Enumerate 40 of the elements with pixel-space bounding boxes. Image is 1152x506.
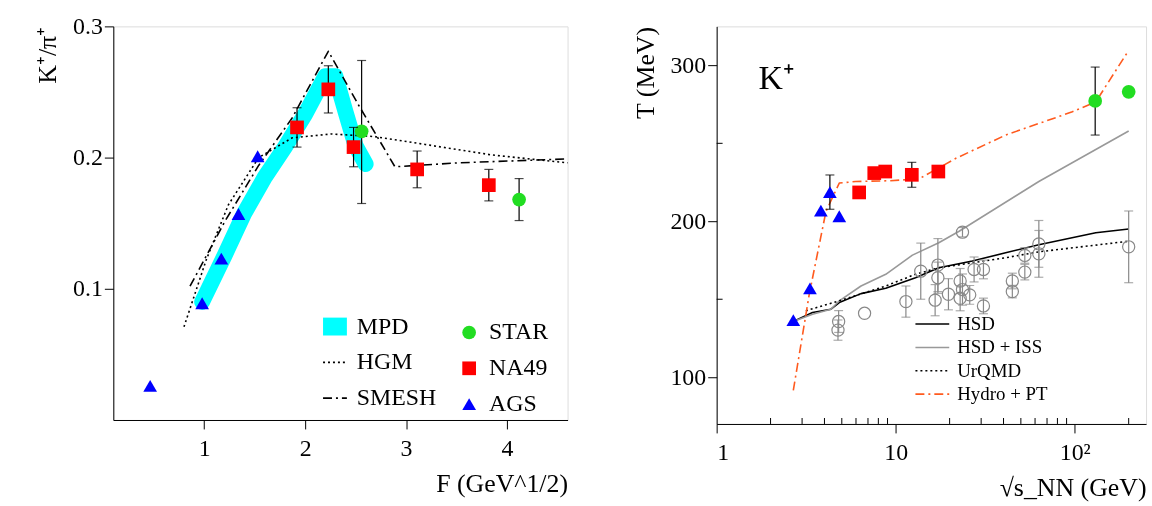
- y-tick-label: 0.2: [73, 144, 103, 171]
- y-axis-title: T (MeV): [630, 26, 660, 119]
- y-tick-label: 0.1: [73, 275, 103, 302]
- y-tick-label: 200: [670, 207, 707, 234]
- legend-label: HSD + ISS: [957, 336, 1043, 358]
- point: [250, 150, 265, 163]
- point: [231, 208, 246, 220]
- legend-label: AGS: [489, 390, 537, 417]
- point: [481, 178, 496, 192]
- legend-label: UrQMD: [957, 359, 1022, 381]
- legend-label: NA49: [489, 354, 548, 381]
- x-tick-label: 1: [717, 439, 730, 466]
- y-axis-title: K⁺/π⁺: [33, 26, 63, 84]
- legend-label: Hydro + PT: [957, 383, 1048, 405]
- x-tick-label: 10: [884, 439, 909, 466]
- y-tick-label: 0.3: [73, 12, 103, 39]
- x-tick-label: 1: [198, 435, 211, 462]
- x-axis-title: F (GeV^1/2): [436, 469, 569, 499]
- legend-label: STAR: [489, 318, 549, 345]
- point: [214, 252, 229, 265]
- legend-label: HGM: [356, 348, 413, 375]
- x-tick-label: 4: [501, 435, 514, 462]
- point: [512, 192, 526, 207]
- y-tick-label: 100: [670, 363, 707, 390]
- point: [143, 379, 158, 392]
- point: [410, 162, 424, 177]
- point: [346, 140, 361, 154]
- x-tick-label: 10²: [1059, 439, 1091, 466]
- x-tick-label: 3: [400, 435, 413, 462]
- annotation: K⁺: [758, 59, 794, 96]
- legend-label: SMESH: [356, 384, 437, 411]
- y-tick-label: 300: [670, 51, 707, 78]
- point: [321, 82, 336, 97]
- x-axis-title: √s_NN (GeV): [999, 473, 1147, 503]
- point: [195, 297, 209, 310]
- point: [354, 124, 369, 139]
- legend-label: MPD: [356, 312, 409, 339]
- point: [290, 120, 304, 135]
- x-tick-label: 2: [299, 435, 312, 462]
- legend-label: HSD: [957, 313, 995, 335]
